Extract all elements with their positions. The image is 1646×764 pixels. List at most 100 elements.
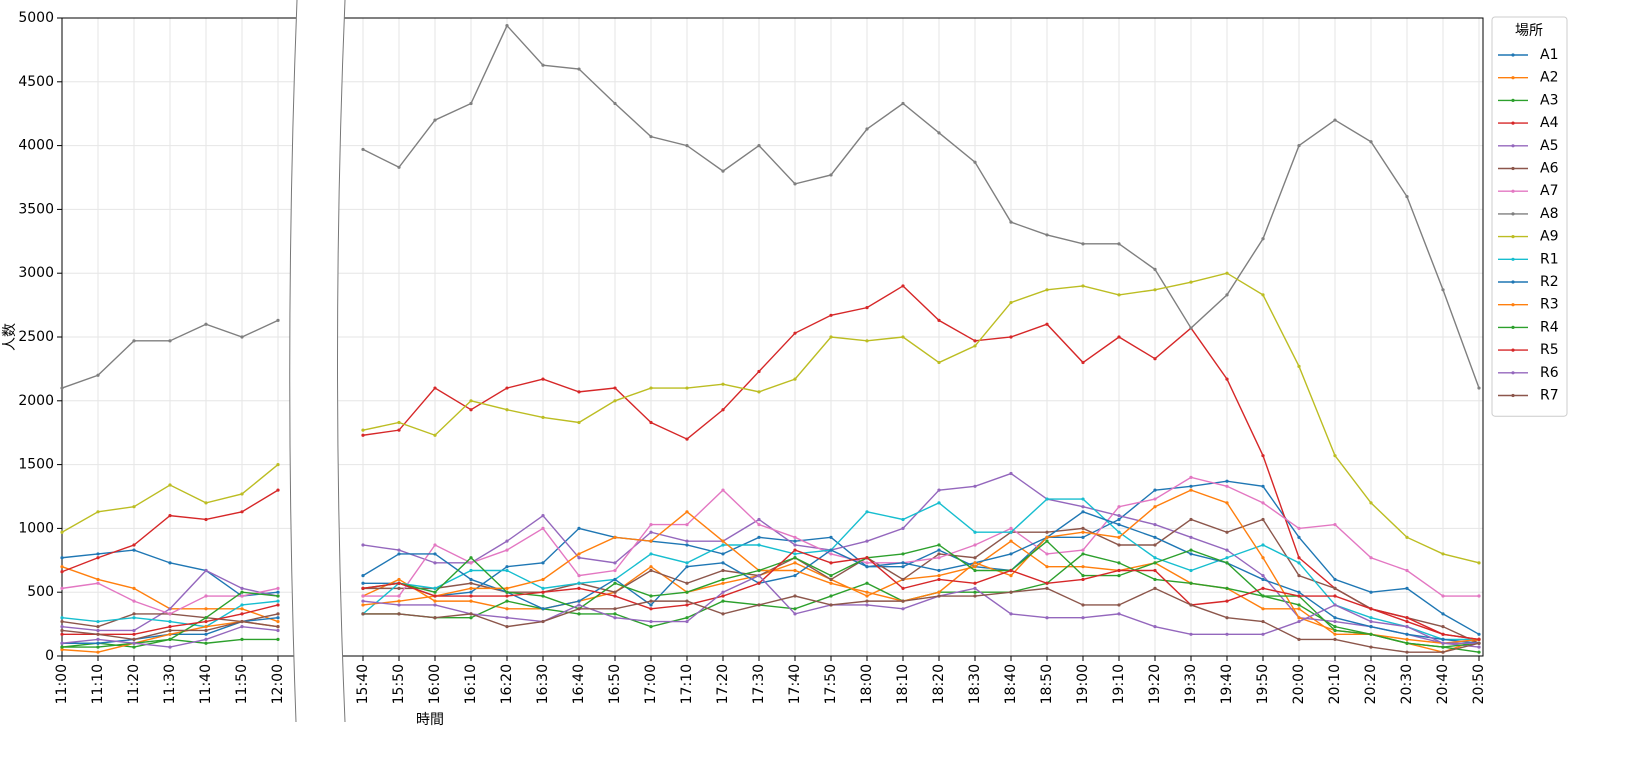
point <box>937 590 941 594</box>
point <box>361 612 365 616</box>
point <box>1189 326 1193 330</box>
legend-label: R2 <box>1540 274 1559 290</box>
point <box>793 552 797 556</box>
point <box>1333 118 1337 122</box>
point <box>361 433 365 437</box>
point <box>505 590 509 594</box>
point <box>577 552 581 556</box>
point <box>829 313 833 317</box>
point <box>433 543 437 547</box>
point <box>1009 552 1013 556</box>
point <box>469 590 473 594</box>
point <box>613 101 617 106</box>
point <box>541 619 545 624</box>
point <box>60 628 64 633</box>
point <box>1333 619 1337 624</box>
point <box>1045 581 1049 585</box>
point <box>1081 552 1085 556</box>
point <box>721 594 725 598</box>
point <box>937 543 941 547</box>
legend-label: R4 <box>1540 319 1559 335</box>
legend-label: R6 <box>1540 365 1559 381</box>
point <box>96 373 100 377</box>
x-tick-label: 20:50 <box>1471 664 1487 704</box>
point <box>505 594 509 598</box>
point <box>865 565 869 569</box>
point <box>1297 574 1301 578</box>
point <box>901 577 905 582</box>
point <box>1081 497 1085 501</box>
legend-label: R5 <box>1540 342 1559 358</box>
point <box>1261 543 1265 547</box>
point <box>361 147 365 152</box>
point <box>541 63 545 67</box>
point <box>1441 612 1445 616</box>
point <box>361 581 365 585</box>
point <box>577 603 581 607</box>
point <box>1153 568 1157 573</box>
point <box>793 574 797 578</box>
point <box>865 510 869 514</box>
point <box>577 390 581 394</box>
point <box>1225 561 1229 565</box>
point <box>937 594 941 598</box>
plot-frame <box>61 17 1484 657</box>
point <box>1297 556 1301 560</box>
point <box>901 565 905 569</box>
point <box>397 599 401 603</box>
point <box>276 616 280 620</box>
point <box>1297 603 1301 607</box>
point <box>60 641 64 645</box>
point <box>721 382 725 386</box>
point <box>937 318 941 323</box>
point <box>649 568 653 573</box>
point <box>96 581 100 585</box>
point <box>397 594 401 598</box>
point <box>505 24 509 28</box>
point <box>1297 619 1301 624</box>
point <box>865 594 869 598</box>
point <box>1369 616 1373 620</box>
point <box>1117 530 1121 534</box>
point <box>1045 530 1049 534</box>
legend-title: 場所 <box>1515 23 1543 39</box>
point <box>937 556 941 560</box>
point <box>204 628 208 633</box>
point <box>649 603 653 607</box>
point <box>96 645 100 649</box>
legend-marker <box>1511 53 1515 57</box>
legend: 場所 A1 A2 A3 A4 A5 A6 A7 A8 A9 R1 R2 R3 R4 R5 R6 R7 <box>1491 16 1568 417</box>
point <box>649 607 653 611</box>
point <box>937 574 941 578</box>
legend-label: R1 <box>1540 251 1559 267</box>
point <box>1441 641 1445 645</box>
point <box>204 616 208 620</box>
point <box>757 390 761 394</box>
point <box>865 581 869 585</box>
point <box>973 586 977 590</box>
x-tick-label: 20:00 <box>1291 664 1307 704</box>
point <box>973 594 977 598</box>
point <box>1009 335 1013 339</box>
point <box>96 628 100 633</box>
point <box>901 526 905 531</box>
point <box>1153 625 1157 629</box>
point <box>96 556 100 560</box>
point <box>1441 288 1445 292</box>
point <box>276 637 280 642</box>
point <box>1405 535 1409 539</box>
point <box>1081 242 1085 246</box>
point <box>973 339 977 343</box>
point <box>1009 300 1013 305</box>
legend-label: R7 <box>1540 388 1559 404</box>
point <box>937 360 941 365</box>
point <box>1441 645 1445 649</box>
point <box>685 561 689 565</box>
point <box>1225 586 1229 590</box>
point <box>1081 616 1085 620</box>
point <box>1009 574 1013 578</box>
point <box>1297 561 1301 565</box>
x-tick-label: 17:10 <box>679 664 695 704</box>
point <box>505 386 509 390</box>
point <box>613 568 617 573</box>
